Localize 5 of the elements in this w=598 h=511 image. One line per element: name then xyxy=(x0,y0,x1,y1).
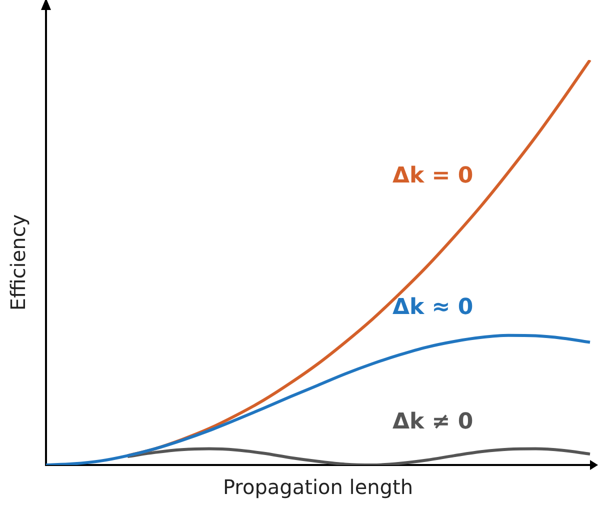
series-label: Δk ≠ 0 xyxy=(392,409,474,434)
series-label: Δk ≈ 0 xyxy=(392,295,474,320)
series-label: Δk = 0 xyxy=(392,164,474,189)
y-axis-title: Efficiency xyxy=(6,214,30,311)
x-axis-title: Propagation length xyxy=(222,475,414,500)
